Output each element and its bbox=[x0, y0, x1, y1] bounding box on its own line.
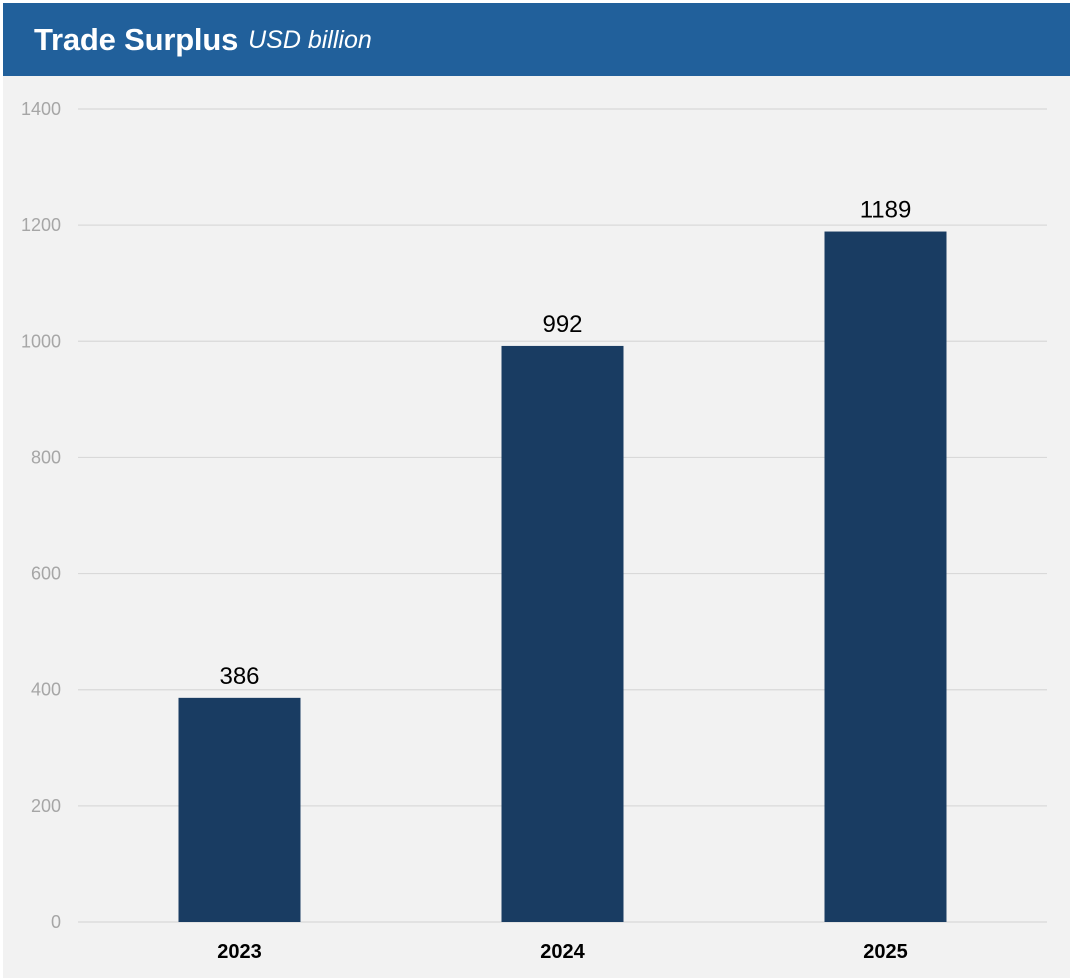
bar-2025 bbox=[824, 231, 947, 923]
y-tick-label: 1000 bbox=[21, 331, 61, 351]
x-tick-label-2025: 2025 bbox=[863, 941, 908, 963]
y-tick-label: 0 bbox=[51, 912, 61, 932]
bars bbox=[178, 231, 947, 923]
data-label-2023: 386 bbox=[219, 663, 259, 690]
chart-subtitle: USD billion bbox=[248, 26, 372, 54]
y-tick-label: 200 bbox=[31, 796, 61, 816]
x-tick-label-2024: 2024 bbox=[540, 941, 585, 963]
y-axis-ticks: 0 200 400 600 800 1000 1200 1400 bbox=[21, 99, 61, 932]
y-tick-label: 1400 bbox=[21, 99, 61, 119]
y-tick-label: 400 bbox=[31, 680, 61, 700]
bar-2023 bbox=[178, 697, 301, 922]
x-tick-label-2023: 2023 bbox=[217, 941, 262, 963]
y-tick-label: 1200 bbox=[21, 215, 61, 235]
data-label-2025: 1189 bbox=[860, 197, 912, 224]
data-label-2024: 992 bbox=[542, 311, 582, 338]
y-tick-label: 600 bbox=[31, 564, 61, 584]
bar-2024 bbox=[501, 345, 624, 923]
chart-header: Trade Surplus USD billion bbox=[3, 3, 1070, 76]
data-labels: 386 992 1189 bbox=[219, 197, 911, 690]
y-tick-label: 800 bbox=[31, 447, 61, 467]
chart-title: Trade Surplus bbox=[34, 21, 239, 57]
x-axis-ticks: 2023 2024 2025 bbox=[217, 941, 908, 963]
